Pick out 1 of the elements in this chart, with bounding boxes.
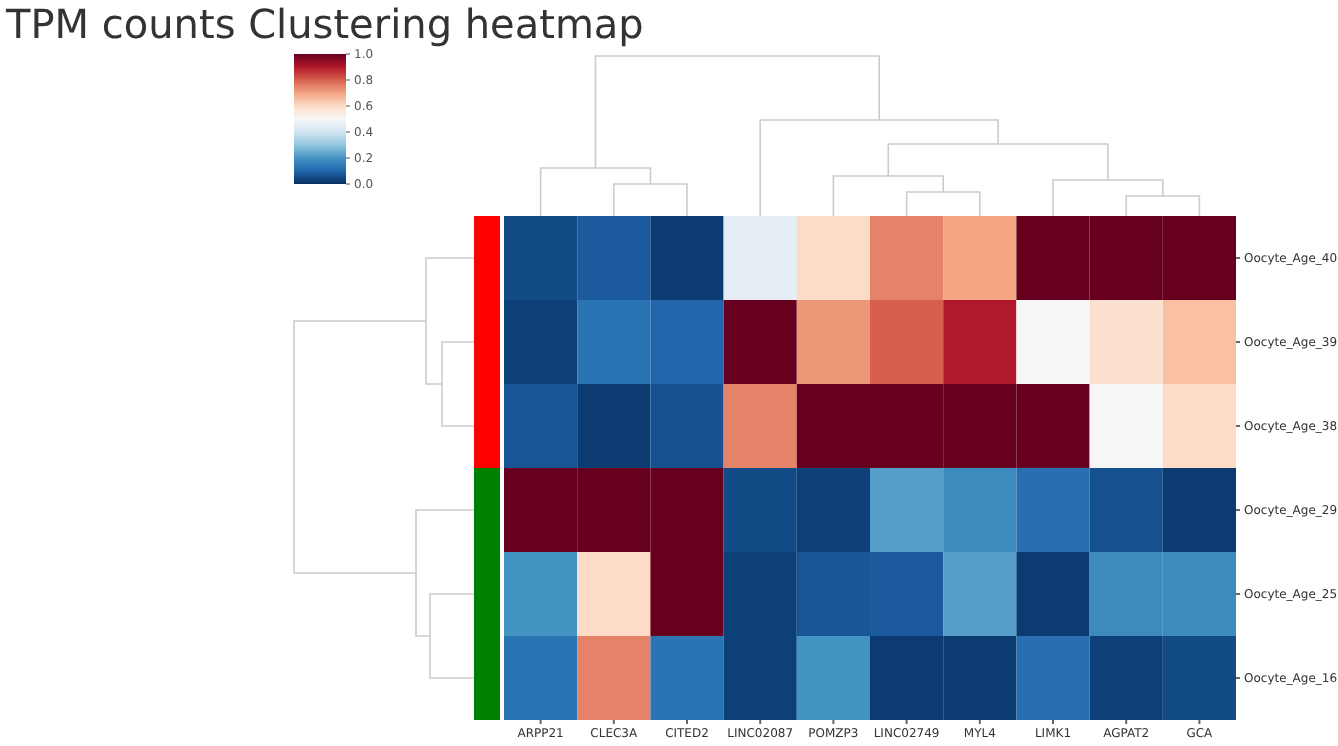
chart-title: TPM counts Clustering heatmap [6,0,644,48]
